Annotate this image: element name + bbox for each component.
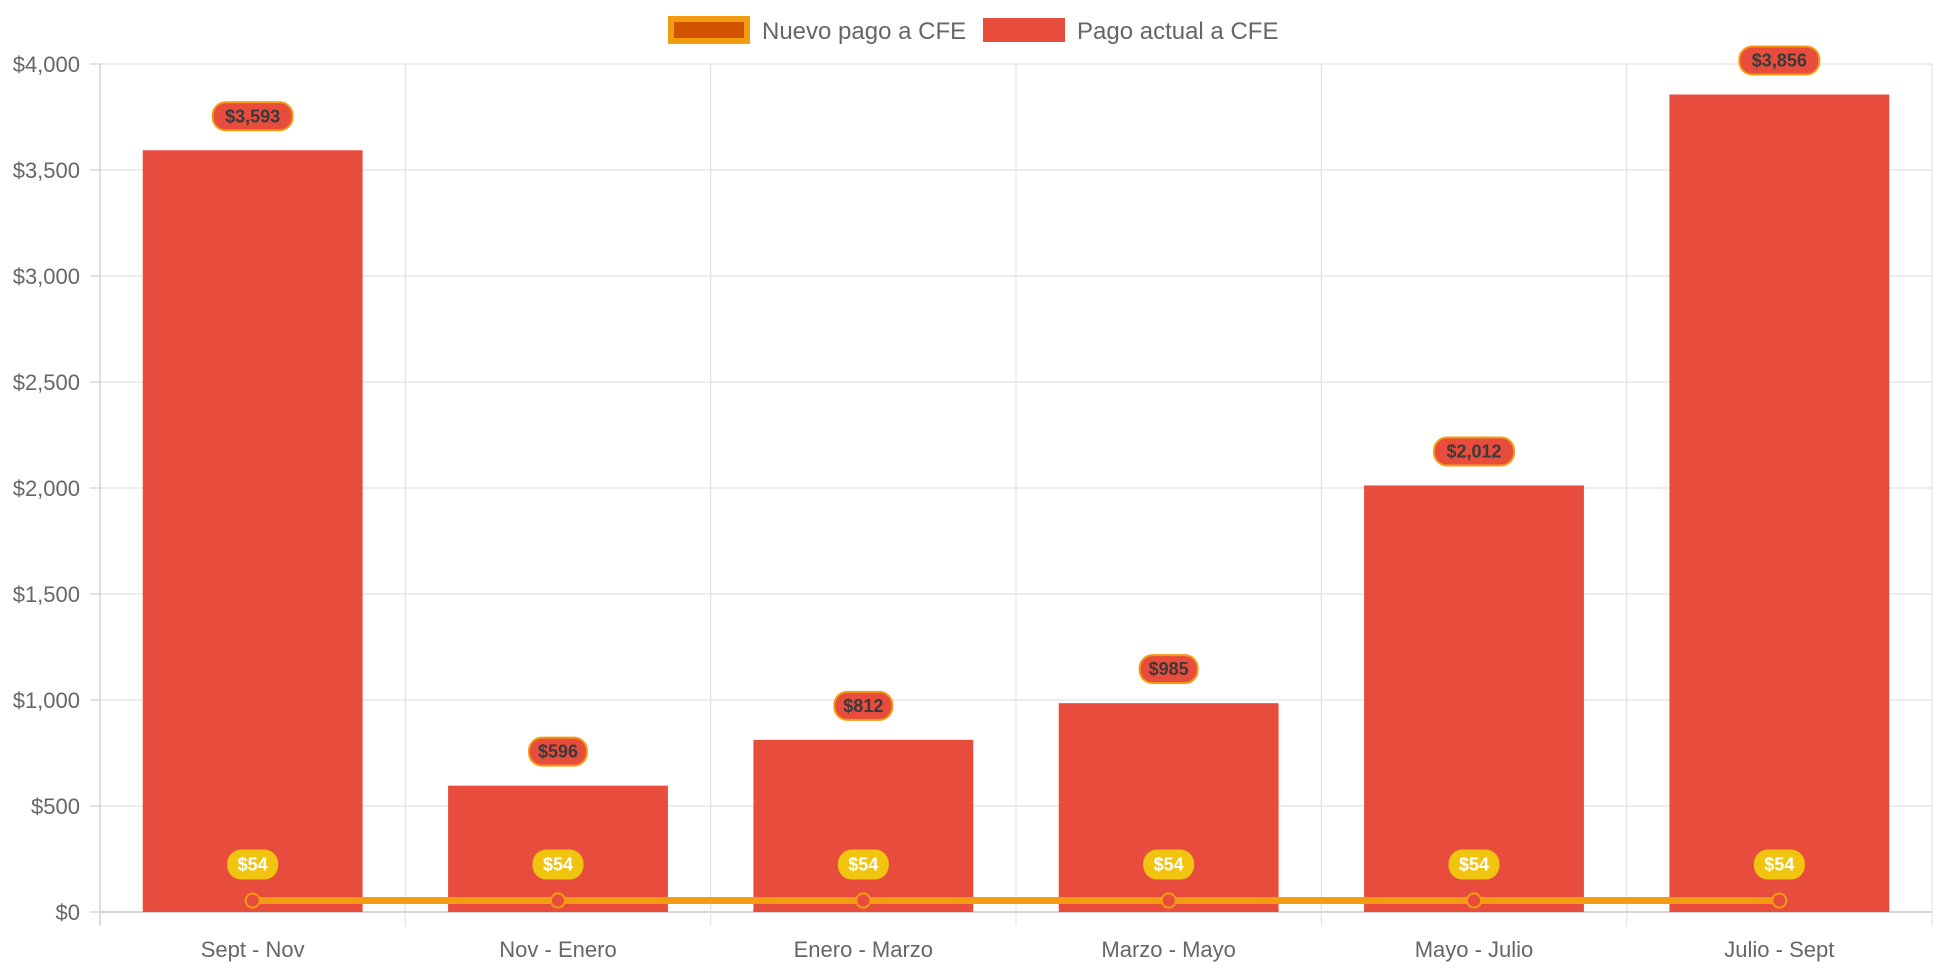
- line-data-label-badge: [1753, 849, 1805, 880]
- line-data-label-badge: [1143, 849, 1195, 880]
- label-layer: $3,593 $596 $812 $985 $2,012 $3,856 $54 $54 $54 $…: [211, 45, 1821, 880]
- bar-data-label-badge: [528, 736, 588, 767]
- line-data-label: $54: [1764, 855, 1794, 875]
- bar-data-label: $596: [538, 742, 578, 762]
- bar-data-label: $985: [1149, 659, 1189, 679]
- line-layer: [244, 892, 1788, 909]
- line-point: [1466, 892, 1482, 909]
- line-data-label: $54: [543, 855, 573, 875]
- y-tick-label: $4,000: [13, 52, 80, 77]
- bar: [1364, 485, 1584, 912]
- grid-layer: [99, 63, 1933, 926]
- legend-swatch-actual: [983, 18, 1065, 42]
- y-tick-label: $1,000: [13, 688, 80, 713]
- x-tick-label: Nov - Enero: [499, 937, 616, 962]
- bar-data-label: $2,012: [1446, 441, 1501, 461]
- bar-layer: [142, 94, 1890, 912]
- line-data-label-badge: [532, 849, 584, 880]
- x-tick-label: Marzo - Mayo: [1101, 937, 1235, 962]
- y-tick-label: $0: [56, 900, 80, 925]
- bar: [1058, 703, 1279, 912]
- y-tick-label: $500: [31, 794, 80, 819]
- bar-data-label: $812: [843, 696, 883, 716]
- y-tick-label: $2,000: [13, 476, 80, 501]
- y-tick-label: $2,500: [13, 370, 80, 395]
- bar-data-label: $3,856: [1752, 51, 1807, 71]
- bar-data-label-badge: [833, 690, 894, 721]
- y-tick-label: $1,500: [13, 582, 80, 607]
- bar-data-label-badge: [1433, 436, 1515, 467]
- bar-data-label: $3,593: [225, 106, 280, 126]
- line-point: [855, 892, 872, 909]
- bar: [448, 785, 668, 912]
- bar-data-label-badge: [1138, 654, 1199, 685]
- bar-data-label-badge: [211, 101, 294, 132]
- x-tick-label: Mayo - Julio: [1415, 937, 1534, 962]
- axis-layer: $0 $500 $1,000 $1,500 $2,000 $2,500 $3,000 $3,5…: [13, 52, 1835, 962]
- line-point: [244, 892, 261, 909]
- legend-swatch-nuevo: [668, 16, 750, 44]
- line-data-label-badge: [1448, 849, 1500, 880]
- line-point: [1160, 892, 1177, 909]
- bar: [753, 739, 974, 912]
- line-data-label-badge: [227, 849, 279, 880]
- legend-label-actual: Pago actual a CFE: [1077, 18, 1278, 45]
- line-point: [1771, 892, 1788, 909]
- y-tick-label: $3,000: [13, 264, 80, 289]
- bar-data-label-badge: [1738, 45, 1821, 76]
- line-data-label: $54: [238, 855, 268, 875]
- x-tick-label: Julio - Sept: [1724, 937, 1834, 962]
- bar: [142, 150, 363, 912]
- legend: Nuevo pago a CFE Pago actual a CFE: [668, 16, 1278, 45]
- legend-label-nuevo: Nuevo pago a CFE: [762, 18, 966, 45]
- y-tick-label: $3,500: [13, 158, 80, 183]
- line-point: [550, 892, 566, 909]
- line-data-label: $54: [848, 855, 878, 875]
- x-tick-label: Enero - Marzo: [794, 937, 933, 962]
- x-tick-label: Sept - Nov: [201, 937, 305, 962]
- line-data-label: $54: [1459, 855, 1489, 875]
- line-data-label: $54: [1154, 855, 1184, 875]
- bar: [1669, 94, 1890, 912]
- line-data-label-badge: [837, 849, 889, 880]
